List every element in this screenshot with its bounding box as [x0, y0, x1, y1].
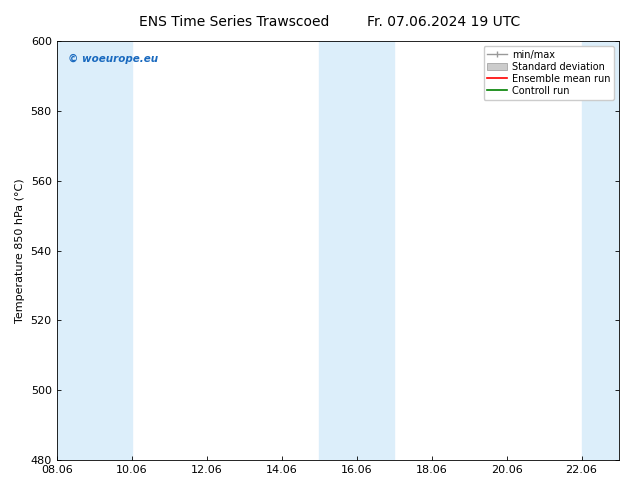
Bar	[319, 41, 394, 460]
Y-axis label: Temperature 850 hPa (°C): Temperature 850 hPa (°C)	[15, 178, 25, 323]
Bar	[94, 41, 132, 460]
Text: Fr. 07.06.2024 19 UTC: Fr. 07.06.2024 19 UTC	[367, 15, 521, 29]
Text: ENS Time Series Trawscoed: ENS Time Series Trawscoed	[139, 15, 330, 29]
Legend: min/max, Standard deviation, Ensemble mean run, Controll run: min/max, Standard deviation, Ensemble me…	[484, 46, 614, 99]
Bar	[581, 41, 619, 460]
Text: © woeurope.eu: © woeurope.eu	[68, 53, 158, 64]
Bar	[56, 41, 94, 460]
